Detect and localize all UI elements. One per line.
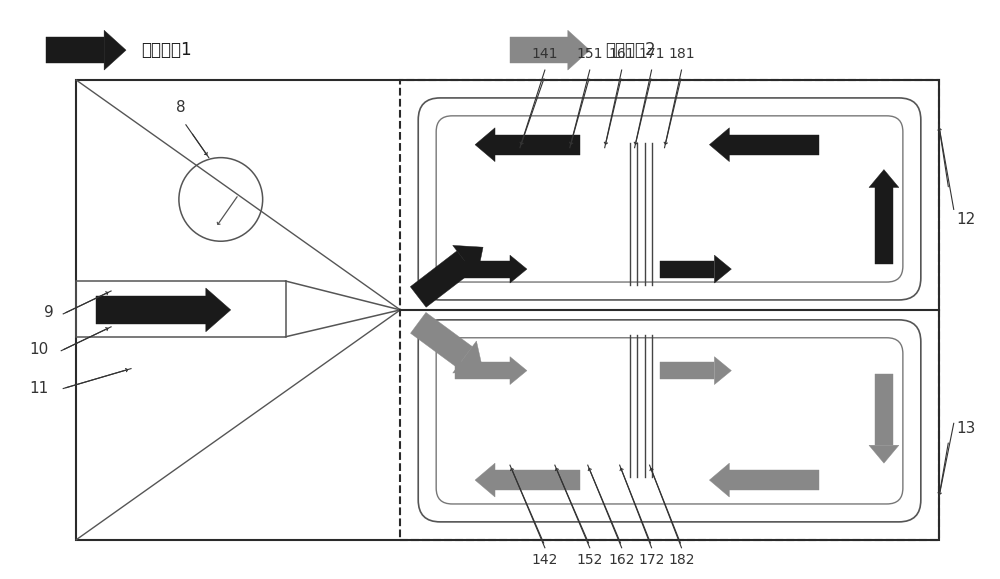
- Polygon shape: [455, 362, 510, 379]
- Polygon shape: [495, 135, 580, 155]
- Text: 162: 162: [608, 553, 635, 567]
- Polygon shape: [869, 170, 899, 188]
- Polygon shape: [510, 357, 527, 384]
- Polygon shape: [714, 255, 731, 283]
- Text: 9: 9: [44, 305, 54, 320]
- Polygon shape: [510, 255, 527, 283]
- Polygon shape: [206, 288, 231, 332]
- Bar: [76, 281, 286, 337]
- Polygon shape: [709, 128, 729, 162]
- Polygon shape: [729, 470, 819, 490]
- Text: 142: 142: [532, 553, 558, 567]
- Text: 振荚相侍1: 振荚相侍1: [141, 41, 192, 59]
- Text: 13: 13: [957, 422, 976, 437]
- Text: 152: 152: [577, 553, 603, 567]
- Polygon shape: [453, 245, 483, 277]
- Polygon shape: [96, 296, 206, 324]
- Bar: [76, 80, 939, 540]
- Polygon shape: [729, 135, 819, 155]
- Polygon shape: [714, 357, 731, 384]
- Text: 振荚相侍2: 振荚相侍2: [605, 41, 655, 59]
- Polygon shape: [875, 373, 893, 445]
- Polygon shape: [104, 30, 126, 70]
- Text: 11: 11: [30, 382, 49, 397]
- Text: 182: 182: [668, 553, 695, 567]
- Polygon shape: [453, 341, 483, 373]
- Polygon shape: [869, 445, 899, 463]
- Text: 12: 12: [957, 212, 976, 228]
- Polygon shape: [410, 251, 473, 307]
- Bar: [400, 80, 939, 540]
- Text: 171: 171: [638, 47, 665, 61]
- Polygon shape: [709, 463, 729, 497]
- Text: 8: 8: [176, 100, 186, 115]
- Text: 10: 10: [30, 342, 49, 357]
- Polygon shape: [660, 261, 714, 277]
- Text: 172: 172: [638, 553, 665, 567]
- Polygon shape: [46, 37, 104, 63]
- Text: 161: 161: [608, 47, 635, 61]
- Text: 151: 151: [577, 47, 603, 61]
- Polygon shape: [475, 463, 495, 497]
- Polygon shape: [475, 128, 495, 162]
- Polygon shape: [495, 470, 580, 490]
- Polygon shape: [875, 188, 893, 264]
- Text: 141: 141: [532, 47, 558, 61]
- Text: 181: 181: [668, 47, 695, 61]
- Polygon shape: [455, 261, 510, 277]
- Polygon shape: [568, 30, 590, 70]
- Polygon shape: [411, 313, 472, 368]
- Polygon shape: [660, 362, 714, 379]
- Polygon shape: [510, 37, 568, 63]
